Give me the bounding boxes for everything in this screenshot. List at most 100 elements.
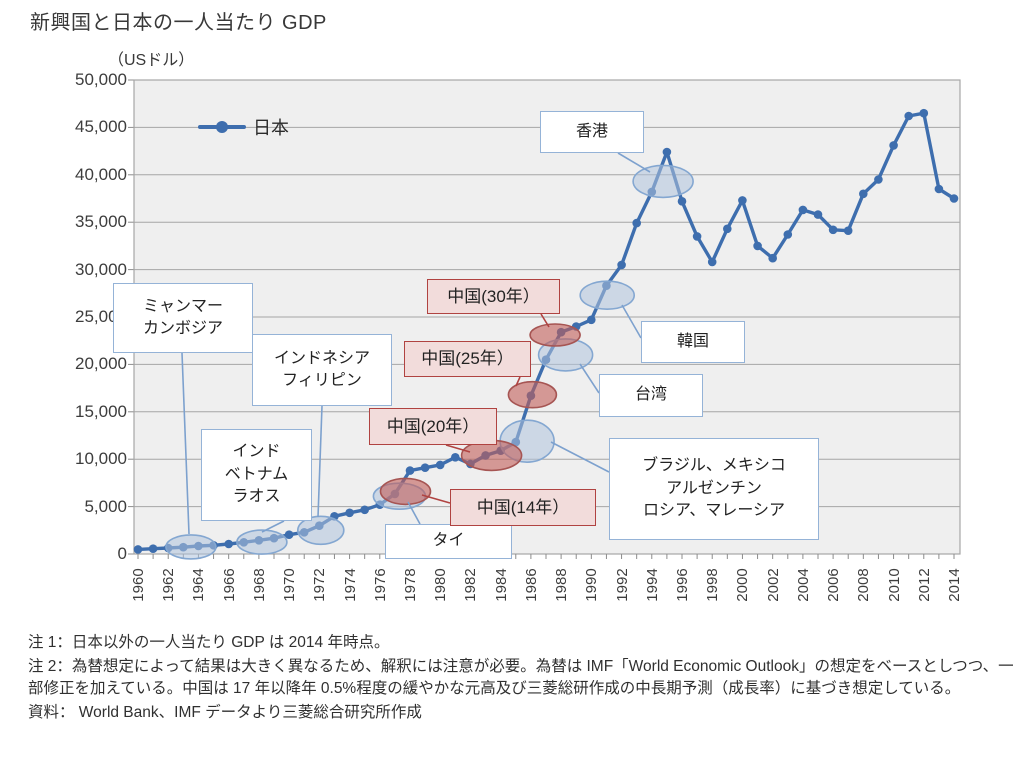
data-point-1979	[420, 463, 430, 473]
footnotes: 注 1：日本以外の一人当たり GDP は 2014 年時点。 注 2：為替想定に…	[28, 632, 1014, 726]
data-point-1970	[284, 530, 294, 539]
callout-label: ラオス	[232, 488, 281, 506]
x-tick-label: 1998	[704, 568, 722, 602]
x-tick-label: 2014	[946, 568, 963, 602]
leader-line-china-25	[515, 376, 521, 387]
callout-label: 香港	[575, 122, 608, 140]
callout-label: アルゼンチン	[666, 479, 762, 497]
x-tick-label: 1996	[674, 568, 691, 602]
y-axis-unit-label: （USドル）	[108, 52, 195, 69]
data-point-2009	[874, 175, 883, 184]
highlight-ellipse-korea	[579, 280, 636, 311]
data-point-2000	[738, 196, 747, 205]
callout-label: ミャンマー	[142, 297, 223, 315]
x-tick-label: 2008	[855, 568, 873, 602]
data-point-1961	[148, 544, 158, 553]
callout-brazil-group: ブラジル、メキシコ アルゼンチンロシア、マレーシア	[609, 438, 819, 540]
data-point-2004	[798, 205, 808, 215]
data-point-1974	[345, 508, 354, 518]
y-tick-label: 5,000	[84, 496, 127, 516]
x-tick-label: 1974	[341, 568, 359, 602]
x-tick-label: 1986	[522, 568, 540, 602]
y-tick-label: 10,000	[75, 449, 127, 469]
x-tick-label: 2012	[915, 568, 933, 602]
leader-line-india-vietnam-laos	[261, 520, 285, 533]
callout-label: フィリピン	[282, 372, 362, 389]
data-point-2013	[934, 184, 944, 194]
data-point-1996	[677, 197, 687, 206]
legend-point-icon	[216, 121, 228, 133]
leader-line-taiwan	[579, 363, 600, 394]
x-tick-label: 2002	[764, 568, 782, 602]
callout-label: 中国(14年）	[476, 497, 570, 517]
highlight-ellipse-china-14	[379, 477, 432, 506]
highlight-ellipse-indonesia-philippines	[296, 515, 345, 546]
highlight-ellipse-china-25	[507, 380, 558, 409]
data-point-1978	[405, 466, 415, 475]
y-tick-label: 45,000	[75, 117, 127, 137]
legend: 日本	[198, 114, 289, 140]
x-tick-label: 1990	[583, 568, 601, 602]
y-tick-label: 20,000	[75, 354, 127, 374]
leader-line-myanmar-cambodia	[181, 352, 190, 535]
highlight-ellipse-myanmar-cambodia	[165, 534, 217, 560]
callout-label: 韓国	[676, 332, 709, 350]
callout-china-14: 中国(14年）	[450, 489, 596, 526]
callout-label: インド	[232, 443, 281, 461]
data-point-1975	[360, 505, 370, 515]
callout-label: ベトナム	[224, 465, 289, 483]
x-tick-label: 1988	[553, 568, 571, 602]
x-tick-label: 1980	[432, 568, 450, 602]
data-point-2005	[813, 210, 823, 219]
callout-taiwan: 台湾	[599, 374, 703, 417]
data-point-1990	[587, 315, 596, 325]
data-point-2012	[919, 108, 929, 118]
callout-india-vietnam-laos: インドベトナムラオス	[201, 429, 312, 521]
y-tick-label: 25,000	[75, 307, 127, 326]
x-tick-label: 1994	[643, 568, 661, 602]
data-point-2008	[859, 189, 868, 199]
callout-hong-kong: 香港	[540, 111, 644, 153]
x-tick-label: 1978	[402, 568, 419, 602]
data-point-1995	[662, 147, 672, 157]
y-tick-label: 35,000	[75, 212, 127, 232]
x-tick-label: 1960	[130, 568, 147, 602]
data-point-1998	[707, 257, 717, 267]
data-point-2002	[768, 253, 777, 263]
x-tick-label: 1962	[160, 568, 178, 602]
data-point-2010	[889, 141, 898, 150]
callout-indonesia-philippines: インドネシア フィリピン	[252, 334, 392, 406]
x-tick-label: 1984	[492, 568, 510, 602]
callout-label: タイ	[432, 532, 465, 550]
y-tick-label: 30,000	[75, 259, 127, 279]
data-point-1960	[133, 545, 143, 554]
x-tick-label: 1968	[250, 568, 268, 602]
chart-title: 新興国と日本の一人当たり GDP	[30, 12, 327, 34]
note-1: 注 1：日本以外の一人当たり GDP は 2014 年時点。	[28, 634, 390, 651]
x-tick-label: 1976	[371, 568, 389, 602]
x-tick-label: 1992	[613, 568, 631, 602]
callout-label: ブラジル、メキシコ	[642, 457, 786, 475]
callout-china-20: 中国(20年）	[369, 408, 497, 445]
highlight-ellipse-china-30	[529, 323, 581, 347]
data-point-2011	[904, 111, 913, 121]
legend-line-marker	[198, 121, 246, 133]
callout-myanmar-cambodia: ミャンマーカンボジア	[113, 283, 253, 353]
highlight-ellipse-hong-kong	[632, 164, 694, 199]
x-tick-label: 1982	[462, 568, 480, 602]
note-2: 注 2：為替想定によって結果は大きく異なるため、解釈には注意が必要。為替は IM…	[28, 657, 1014, 698]
x-tick-label: 2000	[734, 568, 752, 602]
leader-line-china-14	[421, 494, 451, 504]
callout-thailand: タイ	[385, 524, 512, 559]
data-point-2001	[753, 241, 762, 251]
data-point-1966	[224, 539, 233, 549]
callout-label: カンボジア	[142, 320, 223, 337]
callout-korea: 韓国	[641, 321, 745, 363]
callout-label: ロシア、マレーシア	[642, 502, 786, 520]
legend-label-japan: 日本	[253, 118, 289, 138]
x-tick-label: 1966	[220, 568, 238, 602]
callout-label: 中国(30年）	[447, 286, 540, 306]
data-point-1981	[451, 453, 460, 462]
